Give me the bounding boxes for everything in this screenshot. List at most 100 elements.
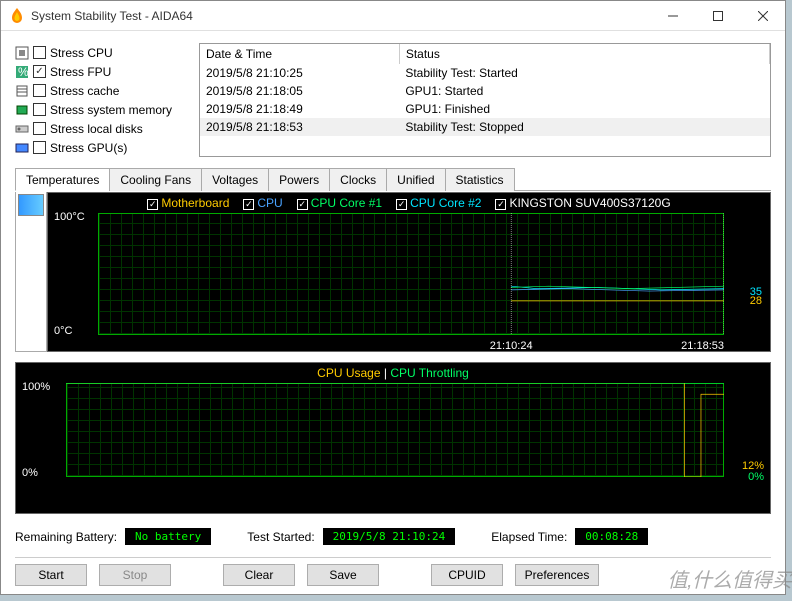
log-row[interactable]: 2019/5/8 21:18:53Stability Test: Stopped — [200, 118, 770, 136]
close-button[interactable] — [740, 1, 785, 30]
x-axis-label: 21:18:53 — [681, 340, 724, 352]
tab-statistics[interactable]: Statistics — [445, 168, 515, 191]
tab-unified[interactable]: Unified — [386, 168, 445, 191]
clear-button[interactable]: Clear — [223, 564, 295, 586]
option-label: Stress CPU — [50, 46, 113, 60]
log-cell: 2019/5/8 21:10:25 — [200, 64, 399, 82]
maximize-button[interactable] — [695, 1, 740, 30]
button-row: Start Stop Clear Save CPUID Preferences — [15, 557, 771, 586]
preferences-button[interactable]: Preferences — [515, 564, 599, 586]
legend-item[interactable]: ✓CPU Core #2 — [396, 196, 481, 210]
tab-clocks[interactable]: Clocks — [329, 168, 387, 191]
y-axis-label: 100% — [22, 381, 50, 393]
legend-checkbox[interactable]: ✓ — [495, 199, 506, 210]
tab-voltages[interactable]: Voltages — [201, 168, 269, 191]
battery-label: Remaining Battery: — [15, 530, 117, 544]
title-bar[interactable]: System Stability Test - AIDA64 — [1, 1, 785, 31]
checkbox-icon[interactable] — [33, 141, 46, 154]
log-cell: GPU1: Started — [399, 82, 769, 100]
checkbox-icon[interactable] — [33, 84, 46, 97]
log-header[interactable]: Status — [399, 44, 769, 64]
option-icon: % — [15, 65, 29, 79]
legend-checkbox[interactable]: ✓ — [297, 199, 308, 210]
option-label: Stress system memory — [50, 103, 172, 117]
event-log[interactable]: Date & TimeStatus 2019/5/8 21:10:25Stabi… — [199, 43, 771, 157]
sensor-thumbnail[interactable] — [18, 194, 44, 216]
legend-label: KINGSTON SUV400S37120G — [509, 196, 670, 210]
checkbox-icon[interactable]: ✓ — [33, 65, 46, 78]
tab-powers[interactable]: Powers — [268, 168, 330, 191]
option-label: Stress FPU — [50, 65, 111, 79]
value-label: 0% — [748, 471, 764, 483]
stress-option[interactable]: Stress GPU(s) — [15, 138, 189, 157]
legend-label: CPU — [257, 196, 282, 210]
minimize-button[interactable] — [650, 1, 695, 30]
sensor-thumbnail-column[interactable] — [15, 192, 47, 352]
battery-value: No battery — [125, 528, 211, 545]
log-cell: 2019/5/8 21:18:49 — [200, 100, 399, 118]
log-row[interactable]: 2019/5/8 21:18:49GPU1: Finished — [200, 100, 770, 118]
option-icon — [15, 141, 29, 155]
log-cell: 2019/5/8 21:18:05 — [200, 82, 399, 100]
legend-item[interactable]: ✓CPU Core #1 — [297, 196, 382, 210]
option-icon — [15, 46, 29, 60]
cpuid-button[interactable]: CPUID — [431, 564, 503, 586]
legend-checkbox[interactable]: ✓ — [243, 199, 254, 210]
tab-temperatures[interactable]: Temperatures — [15, 168, 110, 191]
stress-option[interactable]: Stress local disks — [15, 119, 189, 138]
option-icon — [15, 103, 29, 117]
legend-checkbox[interactable]: ✓ — [147, 199, 158, 210]
log-cell: 2019/5/8 21:18:53 — [200, 118, 399, 136]
log-cell: Stability Test: Stopped — [399, 118, 769, 136]
app-icon — [9, 8, 25, 24]
window-title: System Stability Test - AIDA64 — [31, 9, 650, 23]
value-label: 35 — [750, 286, 762, 298]
stress-options: Stress CPU% ✓ Stress FPU Stress cache Stress… — [15, 43, 189, 157]
legend-item[interactable]: ✓CPU — [243, 196, 282, 210]
option-label: Stress local disks — [50, 122, 143, 136]
option-icon — [15, 84, 29, 98]
legend-item[interactable]: ✓Motherboard — [147, 196, 229, 210]
stress-option[interactable]: % ✓ Stress FPU — [15, 62, 189, 81]
log-row[interactable]: 2019/5/8 21:18:05GPU1: Started — [200, 82, 770, 100]
stop-button: Stop — [99, 564, 171, 586]
log-cell: Stability Test: Started — [399, 64, 769, 82]
usage-chart-title: CPU Usage | CPU Throttling — [317, 366, 469, 380]
y-axis-label: 0% — [22, 467, 38, 479]
started-label: Test Started: — [247, 530, 314, 544]
status-bar: Remaining Battery: No battery Test Start… — [15, 526, 771, 547]
tab-cooling-fans[interactable]: Cooling Fans — [109, 168, 202, 191]
value-label: 12% — [742, 460, 764, 472]
option-label: Stress GPU(s) — [50, 141, 127, 155]
log-header[interactable]: Date & Time — [200, 44, 399, 64]
elapsed-value: 00:08:28 — [575, 528, 648, 545]
x-axis-label: 21:10:24 — [490, 340, 533, 352]
log-cell: GPU1: Finished — [399, 100, 769, 118]
tab-strip: TemperaturesCooling FansVoltagesPowersCl… — [15, 167, 771, 191]
start-button[interactable]: Start — [15, 564, 87, 586]
legend-item[interactable]: ✓KINGSTON SUV400S37120G — [495, 196, 670, 210]
stress-option[interactable]: Stress CPU — [15, 43, 189, 62]
legend-label: Motherboard — [161, 196, 229, 210]
app-window: System Stability Test - AIDA64 Stress CP… — [0, 0, 786, 595]
option-icon — [15, 122, 29, 136]
y-axis-label: 0°C — [54, 325, 72, 337]
option-label: Stress cache — [50, 84, 119, 98]
y-axis-label: 100°C — [54, 211, 85, 223]
elapsed-label: Elapsed Time: — [491, 530, 567, 544]
log-row[interactable]: 2019/5/8 21:10:25Stability Test: Started — [200, 64, 770, 82]
save-button[interactable]: Save — [307, 564, 379, 586]
legend-label: CPU Core #1 — [311, 196, 382, 210]
started-value: 2019/5/8 21:10:24 — [323, 528, 456, 545]
temperature-chart: ✓Motherboard✓CPU✓CPU Core #1✓CPU Core #2… — [47, 192, 771, 352]
stress-option[interactable]: Stress cache — [15, 81, 189, 100]
checkbox-icon[interactable] — [33, 103, 46, 116]
svg-text:%: % — [18, 65, 29, 79]
checkbox-icon[interactable] — [33, 122, 46, 135]
legend-label: CPU Core #2 — [410, 196, 481, 210]
legend-checkbox[interactable]: ✓ — [396, 199, 407, 210]
usage-chart: CPU Usage | CPU Throttling 100% 0% 12%0% — [15, 362, 771, 514]
checkbox-icon[interactable] — [33, 46, 46, 59]
content-area: Stress CPU% ✓ Stress FPU Stress cache Stress… — [1, 31, 785, 594]
stress-option[interactable]: Stress system memory — [15, 100, 189, 119]
